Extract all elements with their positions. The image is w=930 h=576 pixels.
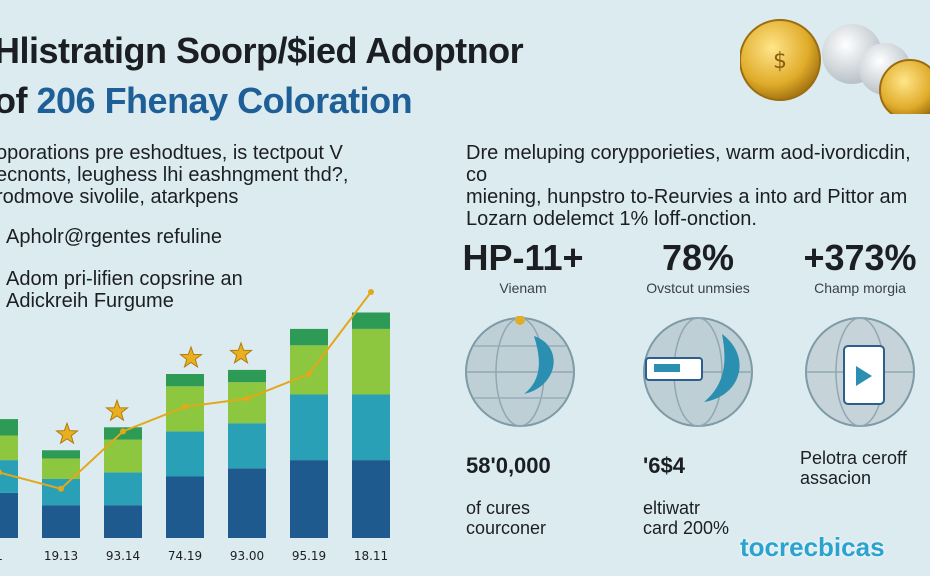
x-tick-label: 19.13 <box>44 549 78 563</box>
bar-segment-2 <box>228 423 266 469</box>
star-icon <box>229 341 253 364</box>
bar-segment-4 <box>352 312 390 329</box>
bar-segment-3 <box>228 382 266 424</box>
svg-text:$: $ <box>773 49 787 74</box>
detail-text: Dre meluping corypporieties, warm aod-iv… <box>466 142 911 230</box>
bar-segment-1 <box>228 468 266 538</box>
caption-1-value: 58'0,000 <box>466 453 551 478</box>
caption-2: '6$4 eltiwatr card 200% <box>643 434 729 558</box>
x-tick-label: 74.19 <box>168 549 202 563</box>
brand-logo: tocrecbicas <box>740 532 885 562</box>
stat-label-3: Champ morgia <box>814 280 906 296</box>
trend-point <box>120 428 126 435</box>
bar-segment-4 <box>228 369 266 383</box>
trend-point <box>182 403 188 410</box>
globe-icon <box>805 317 915 427</box>
x-tick-label: 93.00 <box>230 549 264 563</box>
caption-1: 58'0,000 of cures courconer <box>466 434 551 558</box>
stat-block-2: 78% Ovstcut unmsies <box>623 237 773 297</box>
trend-point <box>0 469 2 476</box>
bar-segment-1 <box>166 476 204 538</box>
bar-segment-2 <box>104 472 142 506</box>
trend-point <box>244 395 250 402</box>
stat-value-3: +373% <box>803 237 917 278</box>
title-highlight: 206 Fhenay Coloration <box>36 80 413 121</box>
bar-segment-1 <box>290 460 328 538</box>
legend-item-2: Adom pri-lifien copsrine an Adickreih Fu… <box>6 268 243 312</box>
title-prefix: of <box>0 80 27 121</box>
bar-segment-3 <box>104 439 142 473</box>
bar-segment-3 <box>352 328 390 395</box>
bar-segment-4 <box>290 328 328 346</box>
gold-coin-icon <box>879 59 930 114</box>
bar-segment-4 <box>0 419 18 436</box>
caption-3: Pelotra ceroff assacion <box>800 428 907 508</box>
coins-illustration: $ <box>740 19 930 114</box>
caption-2-value: '6$4 <box>643 453 685 478</box>
caption-3-text: Pelotra ceroff assacion <box>800 448 907 488</box>
star-icon <box>179 345 203 369</box>
globe-icon <box>465 316 575 427</box>
bar-segment-3 <box>0 435 18 461</box>
bar-segment-2 <box>352 394 390 461</box>
caption-1-text: of cures courconer <box>466 498 547 538</box>
globe-icon <box>643 317 753 427</box>
bar-segment-1 <box>104 505 142 538</box>
bar-segment-4 <box>42 450 80 459</box>
stat-value-2: 78% <box>661 237 735 278</box>
gold-coin-icon <box>740 19 821 101</box>
bar-segment-2 <box>0 460 18 493</box>
star-icon <box>55 421 79 445</box>
stat-block-1: HP-11+ Vienam <box>448 237 598 297</box>
stat-label-1: Vienam <box>499 280 547 296</box>
trend-point <box>306 371 312 377</box>
bar-segment-3 <box>42 458 80 479</box>
legend-item-1: Apholr@rgentes refuline <box>6 226 222 248</box>
x-tick-label: 95.19 <box>292 549 326 563</box>
bar-segment-4 <box>166 374 204 387</box>
trend-point <box>58 485 64 492</box>
star-icon <box>105 398 129 422</box>
x-tick-label: 93.14 <box>106 549 140 563</box>
bar-segment-1 <box>352 460 390 538</box>
intro-text: oporations pre eshodtues, is tectpout V … <box>0 142 349 208</box>
bar-segment-2 <box>166 431 204 477</box>
stacked-bar-chart: 1 19.13 93.14 74.19 93.00 95.19 18.11 <box>0 289 390 563</box>
bar-segment-1 <box>42 505 80 538</box>
caption-2-text: eltiwatr card 200% <box>643 498 730 538</box>
x-tick-label: 18.11 <box>354 549 388 563</box>
bar-segment-2 <box>290 394 328 461</box>
bar-segment-1 <box>0 492 18 538</box>
stat-value-1: HP-11+ <box>462 237 584 278</box>
x-tick-label: 1 <box>0 549 3 563</box>
title-line-2: of 206 Fhenay Coloration <box>0 80 413 122</box>
stat-block-3: +373% Champ morgia <box>785 237 930 297</box>
stat-label-2: Ovstcut unmsies <box>646 280 750 296</box>
title-line-1: Hlistratign Soorp/$ied Adoptnor <box>0 30 524 71</box>
bar-segment-2 <box>42 478 80 506</box>
bar-segment-3 <box>290 345 328 395</box>
trend-point <box>368 289 374 295</box>
